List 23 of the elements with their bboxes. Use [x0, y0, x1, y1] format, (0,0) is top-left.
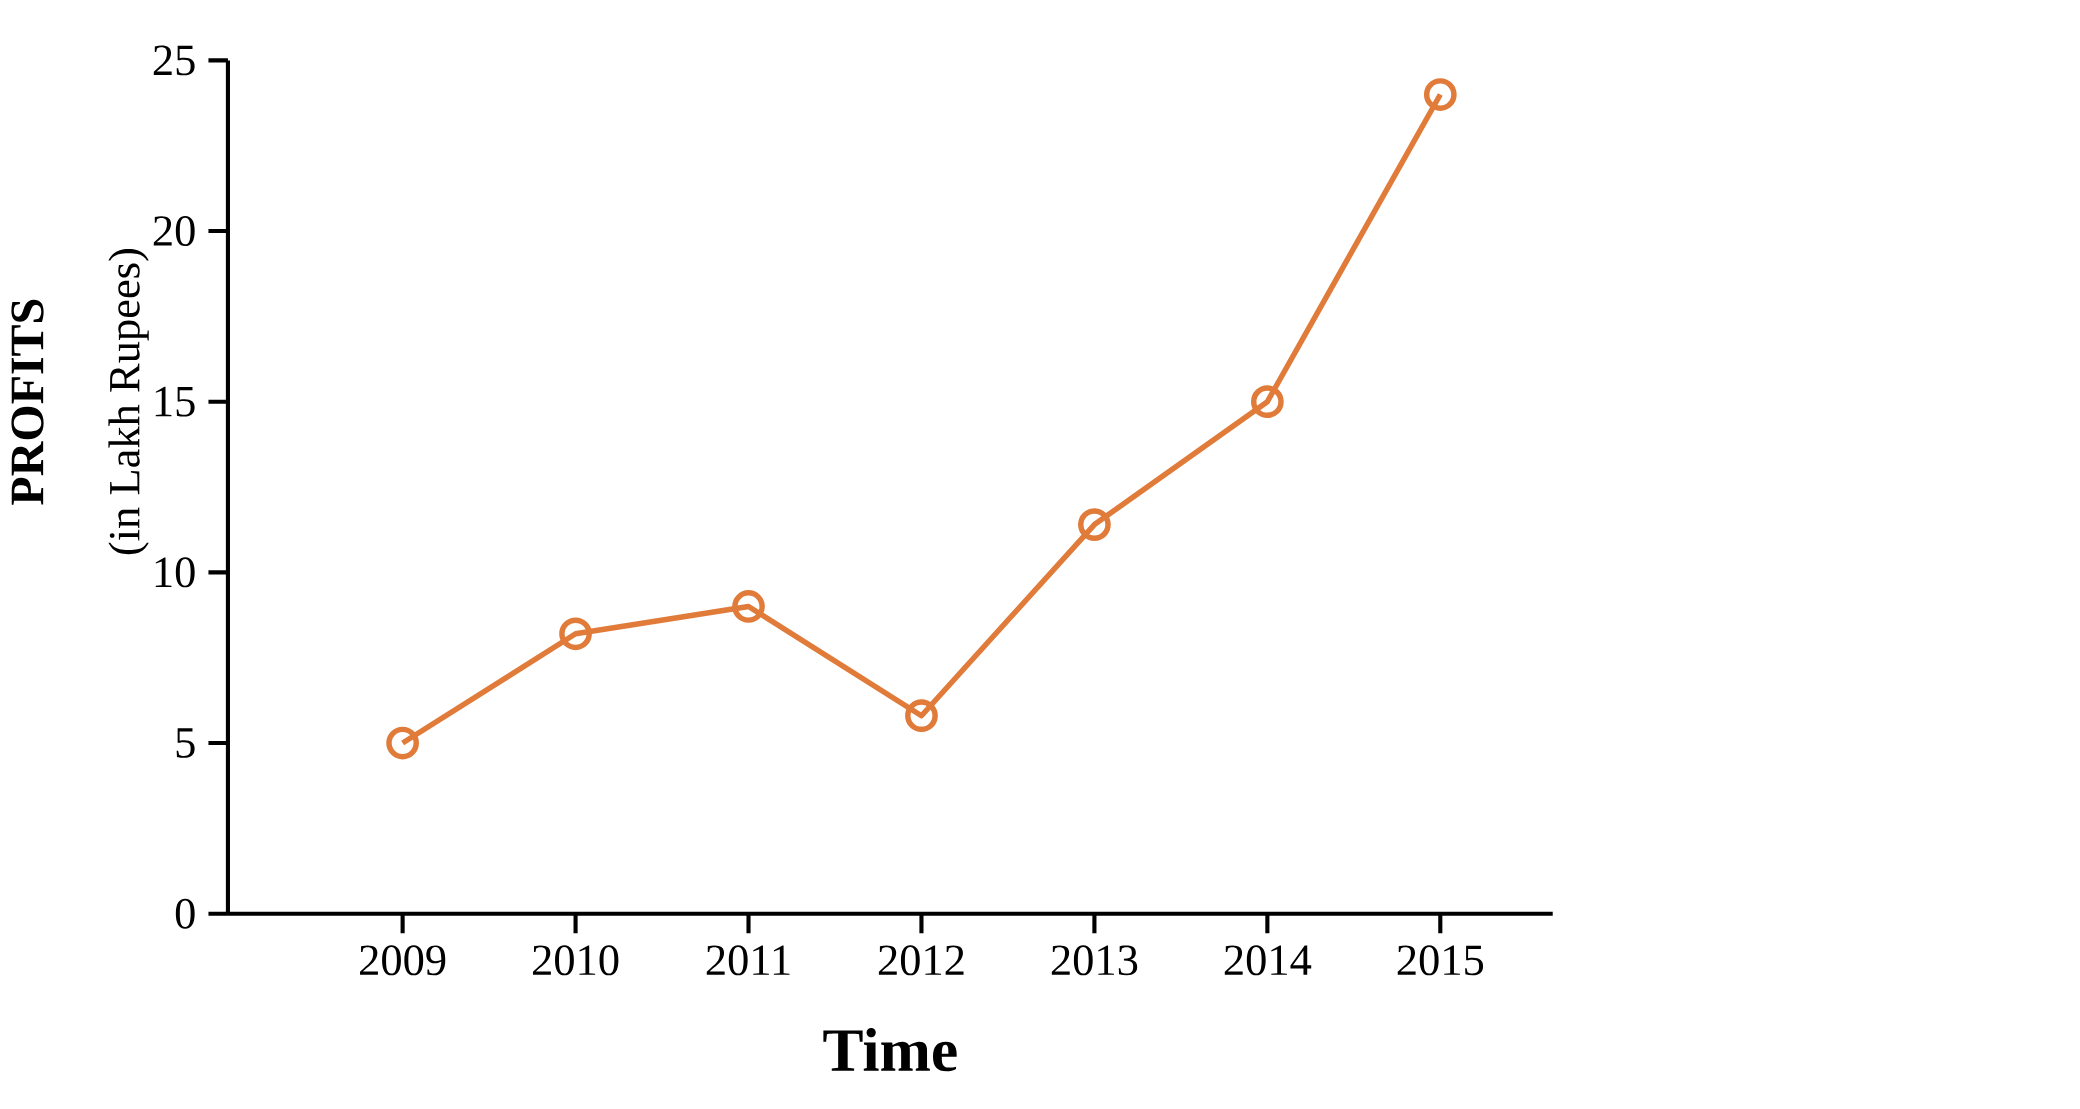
point — [386, 726, 419, 760]
point — [1078, 508, 1111, 542]
point — [1423, 78, 1457, 112]
y-tick-label: 15 — [155, 387, 195, 417]
x-axis-title: Time — [823, 1028, 957, 1072]
x-tick-label: 2010 — [532, 945, 619, 976]
point — [559, 617, 592, 651]
y-tick-label: 5 — [176, 728, 195, 759]
x-tick-label: 2014 — [1224, 945, 1312, 976]
x-tick-label: 2013 — [1051, 945, 1138, 976]
text: (in Lakh Rupees) — [108, 249, 149, 555]
point — [1250, 385, 1284, 419]
y-tick-label: 0 — [175, 898, 195, 929]
x-tick-label: 2015 — [1397, 945, 1484, 976]
y-tick-label: 20 — [153, 216, 195, 247]
y-axis-title: PROFITS — [11, 300, 44, 505]
y-tick-label: 25 — [153, 45, 195, 76]
point — [732, 590, 765, 624]
point — [905, 699, 938, 733]
y-tick-label: 10 — [155, 557, 195, 588]
x-tick-label: 2009 — [360, 945, 446, 976]
x-tick-label: 2012 — [878, 945, 964, 976]
x-tick-label: 2011 — [706, 945, 790, 976]
